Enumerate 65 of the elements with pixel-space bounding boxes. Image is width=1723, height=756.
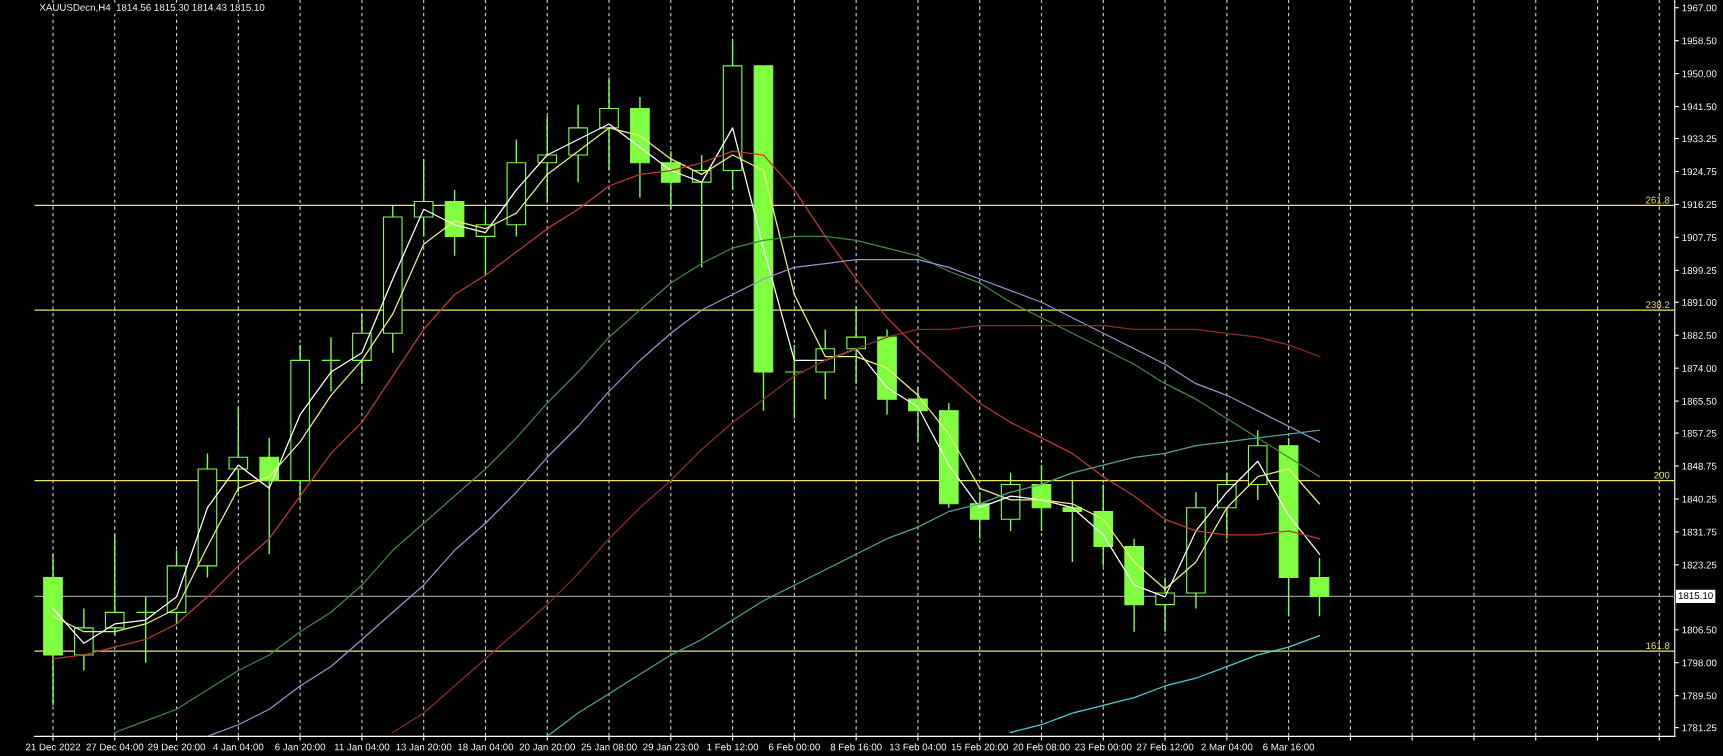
y-tick-label: 1924.75 (1682, 168, 1717, 176)
candlestick (413, 158, 434, 238)
chart-title: XAUUSDecn,H4 1814.56 1815.30 1814.43 1815.10 (39, 3, 265, 12)
y-tick-label: 1798.00 (1682, 659, 1717, 667)
candlestick (104, 534, 125, 637)
y-tick-label: 1907.75 (1682, 234, 1717, 241)
candlestick (321, 336, 341, 393)
ref-line-label: 1815.10 (1678, 592, 1713, 600)
candlestick (537, 115, 558, 203)
y-tick-label: 1891.00 (1682, 299, 1717, 306)
candlestick (784, 344, 805, 420)
y-tick-label: 1882.50 (1682, 331, 1717, 339)
candlestick (1155, 576, 1175, 633)
x-tick-label: 6 Feb 00:00 (768, 743, 820, 751)
x-tick-label: 23 Feb 00:00 (1075, 743, 1132, 751)
y-tick-label: 1857.25 (1682, 429, 1717, 437)
y-tick-label: 1916.25 (1682, 201, 1717, 209)
x-tick-label: 21 Dec 2022 (25, 743, 81, 751)
x-tick-label: 27 Dec 04:00 (86, 743, 144, 751)
candlestick (228, 406, 249, 493)
line-series (546, 429, 1321, 737)
x-tick-label: 6 Mar 16:00 (1263, 743, 1315, 751)
y-tick-label: 1958.50 (1682, 37, 1717, 45)
candlestick (1309, 557, 1330, 617)
x-tick-label: 1 Feb 12:00 (707, 743, 759, 751)
x-tick-label: 29 Jan 23:00 (643, 743, 699, 751)
x-tick-label: 20 Jan 20:00 (519, 743, 575, 751)
y-tick-label: 1933.25 (1682, 135, 1717, 143)
x-tick-label: 27 Feb 12:00 (1136, 743, 1194, 751)
x-tick-label: 6 Jan 20:00 (275, 743, 326, 751)
x-tick-label: 25 Jan 08:00 (581, 743, 637, 751)
candlestick (135, 596, 156, 664)
annotation: 261.8 (1646, 196, 1670, 204)
y-tick-label: 1789.50 (1682, 692, 1717, 700)
x-tick-label: 13 Feb 04:00 (890, 743, 947, 751)
y-tick-label: 1781.25 (1682, 724, 1717, 732)
annotation: 238.2 (1646, 301, 1670, 309)
x-tick-label: 13 Jan 20:00 (396, 743, 452, 751)
y-tick-label: 1899.25 (1682, 267, 1717, 274)
candlestick (599, 76, 619, 172)
annotation: 200 (1654, 471, 1670, 479)
x-tick-label: 20 Feb 08:00 (1013, 743, 1070, 751)
line-series (1009, 634, 1321, 734)
line-series (392, 324, 1321, 734)
x-tick-label: 8 Feb 16:00 (830, 743, 882, 751)
y-tick-label: 1950.00 (1682, 70, 1717, 78)
x-tick-label: 15 Feb 20:00 (951, 743, 1008, 751)
y-tick-label: 1967.00 (1682, 4, 1717, 12)
y-tick-label: 1874.00 (1682, 364, 1717, 372)
annotation: 161.8 (1646, 642, 1670, 650)
y-tick-label: 1806.50 (1682, 626, 1717, 634)
y-tick-label: 1941.50 (1682, 103, 1717, 111)
y-tick-label: 1831.75 (1682, 528, 1717, 536)
x-tick-label: 11 Jan 04:00 (334, 743, 390, 751)
y-tick-label: 1848.75 (1682, 462, 1717, 470)
candlestick (969, 491, 990, 540)
x-tick-label: 4 Jan 04:00 (213, 743, 264, 751)
candlestick (846, 305, 866, 385)
x-tick-label: 2 Mar 04:00 (1201, 743, 1253, 751)
y-tick-label: 1840.25 (1682, 495, 1717, 503)
x-tick-label: 29 Dec 20:00 (148, 743, 206, 751)
y-tick-label: 1823.25 (1682, 561, 1717, 569)
y-tick-label: 1865.50 (1682, 397, 1717, 405)
x-tick-label: 18 Jan 04:00 (458, 743, 514, 751)
candlestick (1217, 472, 1237, 540)
